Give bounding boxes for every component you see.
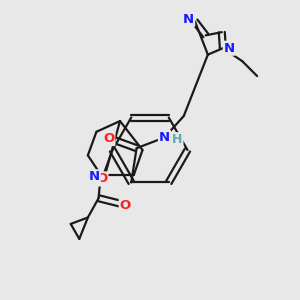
Text: O: O — [120, 199, 131, 212]
Text: N: N — [224, 42, 235, 55]
Text: O: O — [96, 172, 107, 185]
Text: O: O — [103, 132, 114, 145]
Text: N: N — [183, 13, 194, 26]
Text: H: H — [172, 133, 182, 146]
Text: N: N — [89, 170, 100, 183]
Text: N: N — [159, 131, 170, 144]
